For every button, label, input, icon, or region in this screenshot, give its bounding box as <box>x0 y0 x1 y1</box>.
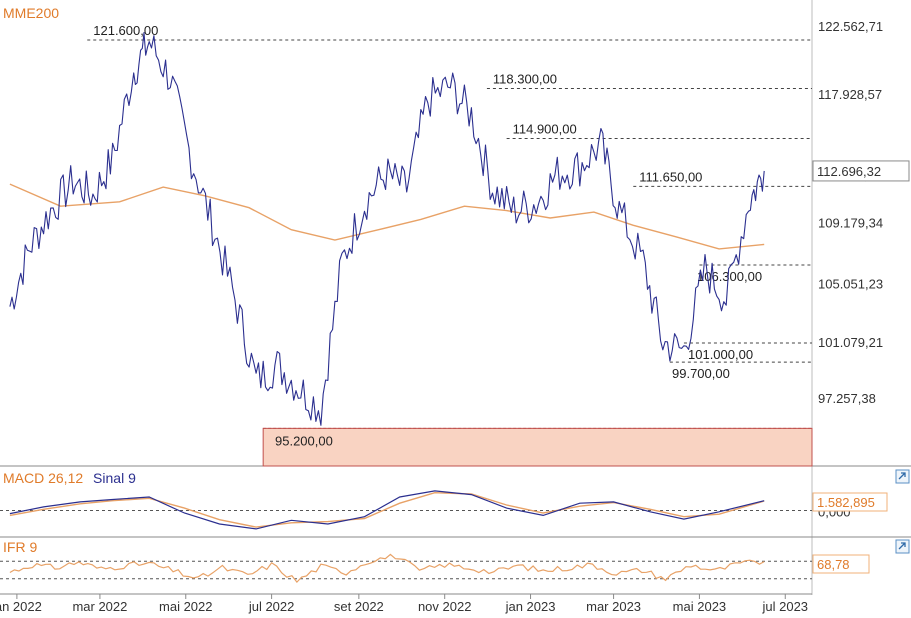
x-tick-label: mar 2022 <box>72 599 127 614</box>
x-tick-label: jul 2023 <box>761 599 808 614</box>
price-y-tick-label: 109.179,34 <box>818 216 883 231</box>
x-tick-label: set 2022 <box>334 599 384 614</box>
level-label: 111.650,00 <box>639 169 702 184</box>
signal-line <box>9 491 765 528</box>
level-label: 121.600,00 <box>93 23 158 38</box>
signal-title-label: Sinal 9 <box>93 470 136 486</box>
rsi-panel-title: IFR 9 <box>3 539 37 555</box>
macd-panel-title: MACD 26,12 Sinal 9 <box>3 470 136 486</box>
x-tick-label: nov 2022 <box>418 599 472 614</box>
level-label: 95.200,00 <box>275 433 333 448</box>
x-tick-label: jul 2022 <box>248 599 295 614</box>
x-axis: jan 2022 mar 2022 mai 2022 jul 2022 set 2022… <box>0 594 808 614</box>
macd-value-label: 1.582,895 <box>817 495 875 510</box>
x-tick-label: mai 2023 <box>673 599 726 614</box>
last-price-label: 112.696,32 <box>817 164 881 179</box>
x-tick-label: jan 2023 <box>505 599 556 614</box>
support-band <box>262 427 813 467</box>
rsi-settings-icon[interactable] <box>895 539 910 554</box>
price-line <box>9 31 765 426</box>
macd-value-box <box>812 492 888 512</box>
price-y-tick-label: 105.051,23 <box>818 276 883 291</box>
level-label: 101.000,00 <box>688 347 753 362</box>
x-tick-label: mar 2023 <box>586 599 641 614</box>
rsi-value-box <box>812 554 870 574</box>
x-tick-label: mai 2022 <box>159 599 212 614</box>
rsi-panel: 68,78 <box>0 553 870 584</box>
x-tick-label: jan 2022 <box>0 599 42 614</box>
price-panel: 122.562,71117.928,57112.460,66109.179,34… <box>9 19 910 467</box>
macd-title-label: MACD 26,12 <box>3 470 83 486</box>
sma-200-line <box>9 183 765 250</box>
last-price-box <box>812 160 910 182</box>
macd-line <box>9 490 765 530</box>
price-y-tick-label: 122.562,71 <box>818 19 883 34</box>
price-y-tick-label: 101.079,21 <box>818 335 883 350</box>
macd-settings-icon[interactable] <box>895 469 910 484</box>
price-y-tick-label: 117.928,57 <box>818 87 882 102</box>
price-panel-title: MME200 <box>3 5 59 21</box>
level-label: 118.300,00 <box>493 72 557 87</box>
rsi-value-label: 68,78 <box>817 557 850 572</box>
level-label: 99.700,00 <box>672 366 730 381</box>
price-y-tick-label: 97.257,38 <box>818 391 876 406</box>
rsi-line <box>9 553 765 584</box>
level-label: 114.900,00 <box>513 122 577 137</box>
